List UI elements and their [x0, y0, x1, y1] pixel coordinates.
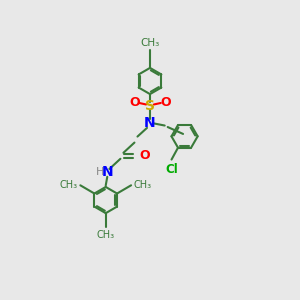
Text: CH₃: CH₃: [97, 230, 115, 240]
Text: CH₃: CH₃: [140, 38, 160, 48]
Text: Cl: Cl: [165, 163, 178, 176]
Text: CH₃: CH₃: [134, 180, 152, 190]
Text: O: O: [139, 149, 150, 162]
Text: O: O: [129, 97, 140, 110]
Text: CH₃: CH₃: [60, 180, 78, 190]
Text: H: H: [96, 167, 104, 177]
Text: N: N: [144, 116, 156, 130]
Text: S: S: [145, 99, 155, 113]
Text: N: N: [102, 165, 114, 179]
Text: O: O: [160, 97, 171, 110]
